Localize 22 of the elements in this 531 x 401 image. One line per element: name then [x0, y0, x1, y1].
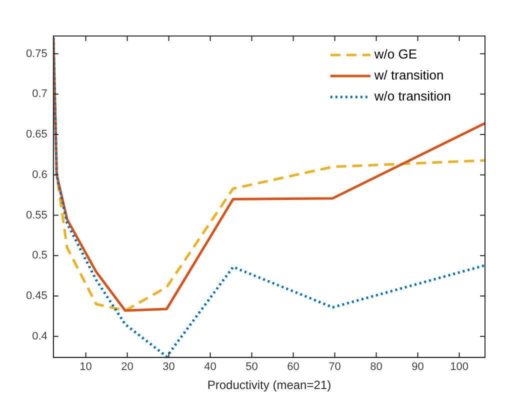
x-tick-label: 100 [450, 361, 468, 374]
x-tick-label: 60 [287, 361, 300, 374]
x-tick-label: 40 [204, 361, 216, 374]
y-tick-label: 0.6 [32, 168, 48, 181]
y-tick-label: 0.55 [26, 209, 48, 222]
x-tick-label: 30 [162, 361, 175, 374]
x-tick-label: 20 [121, 361, 134, 374]
y-tick-label: 0.4 [32, 330, 48, 342]
y-tick-label: 0.65 [26, 128, 48, 141]
legend-label: w/o transition [373, 88, 452, 104]
x-tick-label: 80 [370, 361, 382, 374]
x-tick-label: 90 [412, 361, 424, 374]
y-tick-label: 0.75 [26, 48, 48, 60]
legend-label: w/ transition [373, 68, 444, 83]
y-tick-label: 0.45 [26, 290, 48, 302]
x-tick-label: 10 [80, 361, 92, 374]
x-tick-label: 70 [328, 361, 341, 374]
x-tick-label: 50 [246, 361, 258, 374]
y-tick-label: 0.7 [32, 88, 48, 100]
legend-label: w/o GE [373, 46, 418, 62]
x-axis-title: Productivity (mean=21) [207, 378, 332, 392]
y-tick-label: 0.5 [32, 250, 48, 262]
